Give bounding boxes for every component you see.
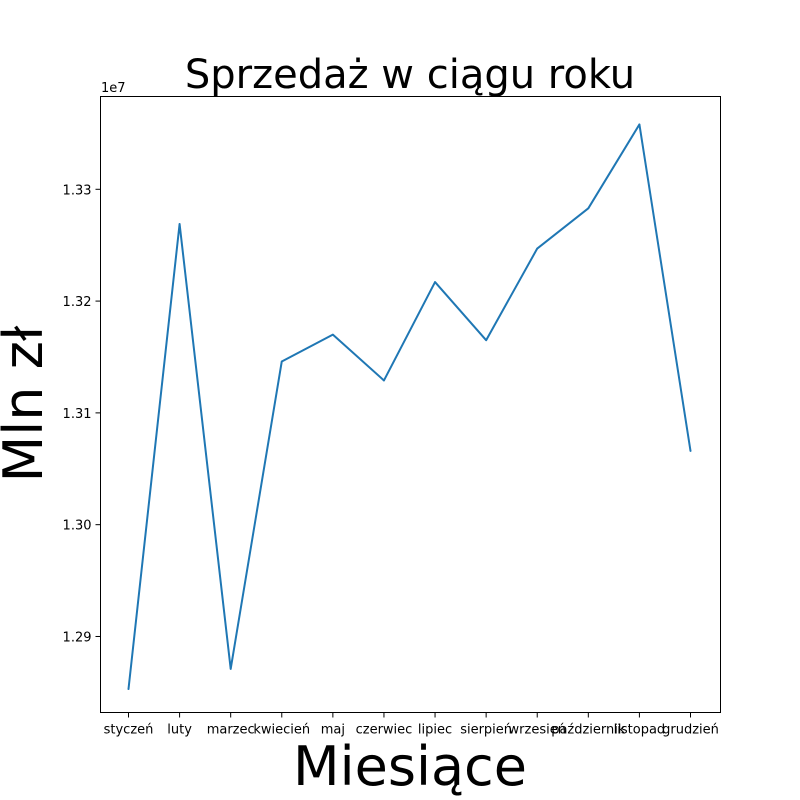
x-tick-label: wrzesień — [509, 723, 566, 738]
data-point — [536, 247, 539, 250]
y-tick-label: 1.33 — [63, 183, 92, 198]
y-tick-label: 1.29 — [63, 630, 92, 645]
data-point — [127, 688, 130, 690]
x-tick-label: lipiec — [418, 723, 452, 738]
chart-title: Sprzedaż w ciągu roku — [185, 52, 635, 98]
x-tick-label: luty — [167, 723, 192, 738]
y-axis-offset-label: 1e7 — [101, 81, 126, 96]
x-tick-label: grudzień — [662, 723, 719, 738]
y-tick-label: 1.32 — [63, 295, 92, 310]
series-group — [127, 123, 692, 691]
data-point — [178, 223, 181, 225]
y-axis-ticks: 1.29 1.30 1.31 1.32 1.33 — [63, 183, 101, 645]
x-tick-label: czerwiec — [356, 723, 413, 738]
x-axis-label: Miesiące — [293, 735, 527, 798]
x-tick-label: styczeń — [104, 723, 154, 738]
y-tick-label: 1.31 — [63, 407, 92, 422]
plot-area-frame — [100, 96, 721, 713]
data-point — [229, 668, 232, 670]
x-tick-label: kwiecień — [253, 723, 310, 738]
series-line — [127, 123, 692, 691]
y-tick-label: 1.30 — [63, 519, 92, 534]
data-point — [689, 450, 692, 452]
data-point — [434, 281, 436, 283]
data-point — [638, 123, 641, 126]
data-point — [383, 379, 385, 382]
data-point — [332, 333, 334, 336]
x-tick-label: maj — [321, 723, 345, 738]
x-tick-label: marzec — [207, 723, 255, 738]
data-point — [587, 207, 590, 210]
x-tick-label: listopad — [614, 723, 666, 738]
x-tick-label: październik — [551, 723, 626, 738]
data-point — [485, 339, 487, 342]
x-tick-label: sierpień — [460, 723, 512, 738]
y-axis-label: Mln zł — [0, 325, 55, 482]
data-point — [280, 360, 283, 363]
